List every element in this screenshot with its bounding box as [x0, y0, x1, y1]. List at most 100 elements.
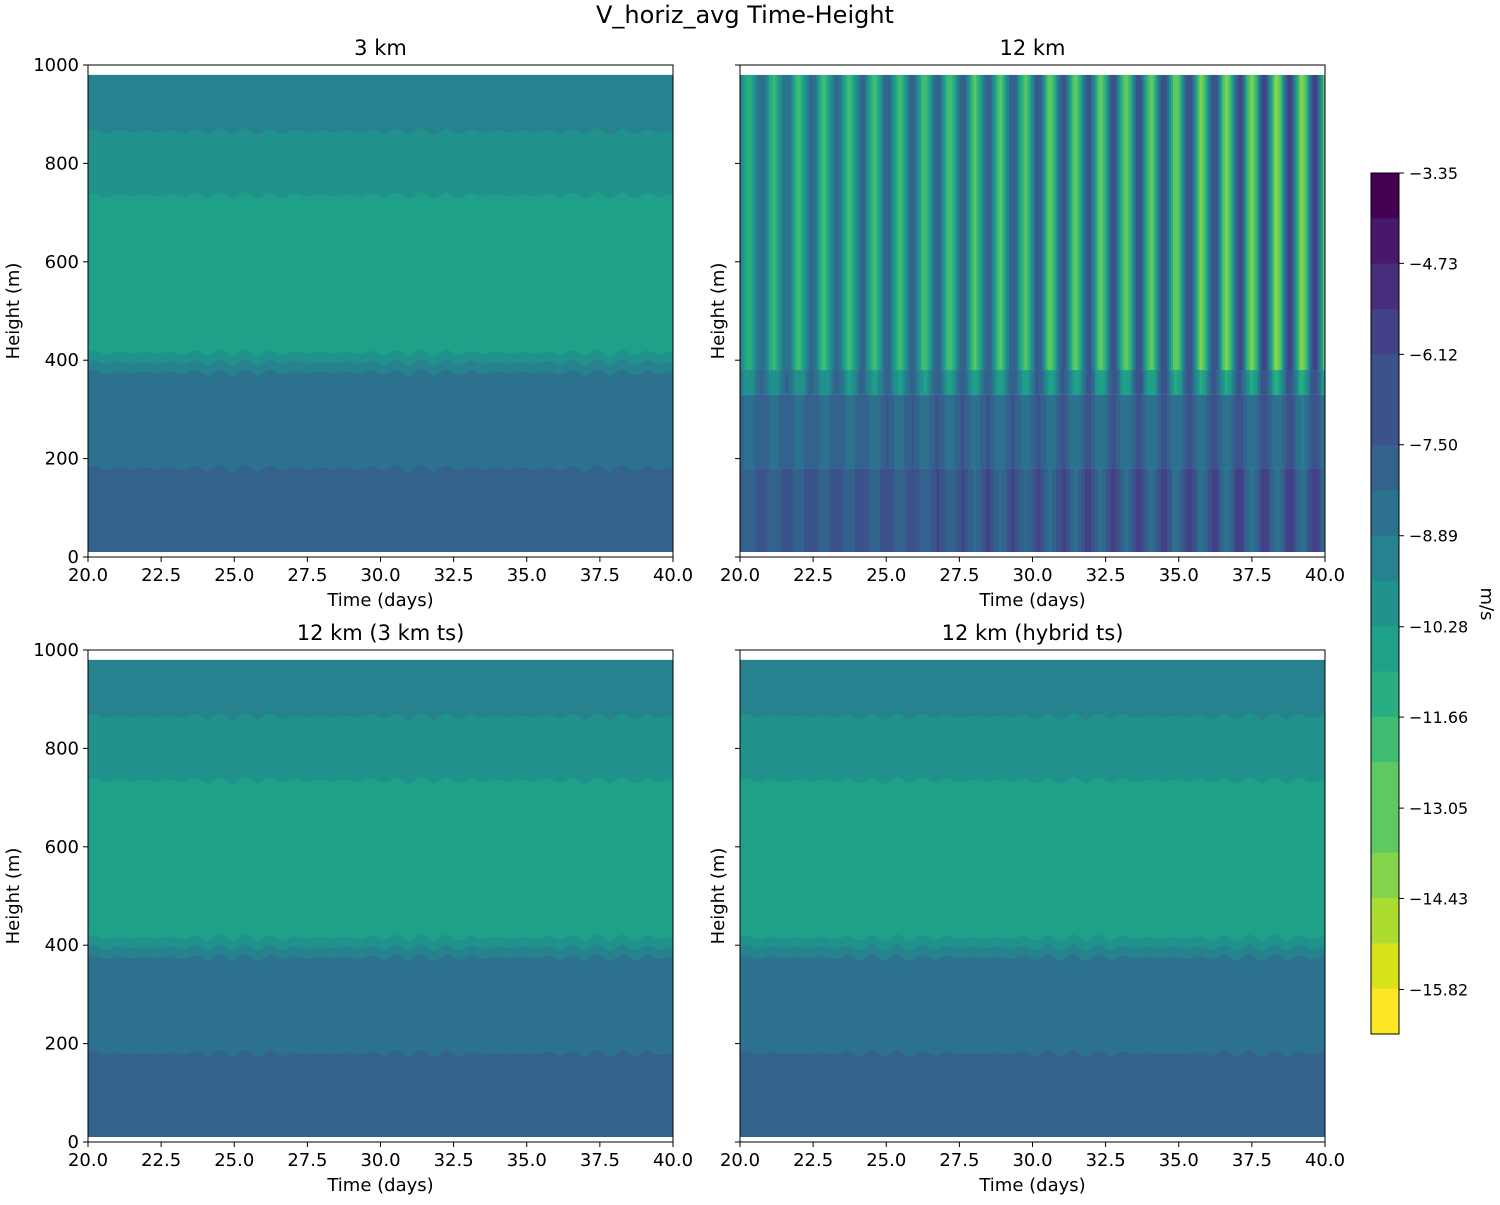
bottom-gap: [740, 552, 1325, 557]
contour-cell: [798, 370, 802, 395]
contour-cell: [1206, 394, 1209, 469]
contour-cell: [1100, 394, 1104, 469]
contour-cell: [810, 370, 813, 395]
x-tick-label: 25.0: [214, 1150, 254, 1171]
contour-field: [88, 65, 673, 557]
contour-cell: [972, 74, 975, 371]
contour-cell: [1124, 370, 1127, 395]
contour-cell: [794, 394, 798, 469]
contour-cell: [1114, 74, 1117, 371]
contour-cell: [757, 394, 761, 469]
contour-cell: [1145, 74, 1149, 371]
contour-cell: [862, 370, 866, 395]
contour-cell: [1036, 74, 1039, 371]
contour-cell: [954, 74, 958, 371]
contour-cell: [1315, 394, 1318, 469]
contour-cell: [1071, 74, 1075, 371]
contour-cell: [1217, 370, 1221, 395]
contour-cell: [1293, 74, 1297, 371]
bottom-gap: [88, 552, 673, 557]
contour-cell: [942, 394, 946, 469]
contour-cell: [1083, 370, 1086, 395]
contour-cell: [1213, 394, 1217, 469]
contour-cell: [886, 394, 889, 469]
contour-cell: [1102, 370, 1106, 395]
contour-cell: [864, 74, 868, 371]
contour-cell: [1202, 74, 1205, 371]
contour-cell: [1053, 394, 1057, 469]
contour-cell: [1141, 468, 1145, 553]
contour-cell: [1077, 468, 1080, 553]
contour-cell: [1116, 370, 1119, 395]
contour-cell: [819, 394, 823, 469]
contour-cell: [940, 394, 944, 469]
contour-cell: [740, 468, 743, 553]
contour-cell: [1153, 394, 1156, 469]
contour-cell: [1262, 394, 1266, 469]
contour-cell: [1089, 468, 1092, 553]
contour-cell: [1098, 74, 1102, 371]
contour-cell: [759, 74, 763, 371]
y-tick-label: 800: [45, 738, 79, 759]
contour-cell: [1077, 394, 1080, 469]
contour-cell: [1190, 74, 1193, 371]
contour-cell: [882, 468, 885, 553]
contour-cell: [1307, 394, 1310, 469]
contour-cell: [1098, 468, 1102, 553]
contour-cell: [1028, 468, 1032, 553]
contour-cell: [1104, 74, 1108, 371]
contour-cell: [1219, 468, 1223, 553]
contour-cell: [989, 468, 993, 553]
contour-cell: [1085, 370, 1088, 395]
contour-cell: [925, 74, 928, 371]
contour-cell: [1163, 370, 1166, 395]
contour-cell: [839, 394, 842, 469]
contour-cell: [897, 370, 901, 395]
contour-cell: [1278, 74, 1281, 371]
contour-cell: [796, 394, 800, 469]
contour-cell: [1112, 370, 1115, 395]
contour-cell: [1309, 394, 1312, 469]
contour-cell: [1305, 468, 1309, 553]
contour-cell: [790, 394, 794, 469]
contour-cell: [896, 394, 899, 469]
contour-cell: [796, 468, 800, 553]
contour-cell: [1131, 394, 1135, 469]
contour-band-1: [88, 368, 673, 472]
x-axis-label: Time (days): [326, 1175, 433, 1196]
contour-cell: [759, 468, 763, 553]
contour-cell: [806, 468, 809, 553]
contour-cell: [1141, 370, 1145, 395]
contour-cell: [779, 468, 782, 553]
contour-cell: [1014, 74, 1018, 371]
contour-cell: [1243, 370, 1246, 395]
contour-cell: [1295, 468, 1299, 553]
contour-cell: [1309, 468, 1312, 553]
contour-cell: [1297, 370, 1301, 395]
contour-band-6: [88, 70, 673, 135]
contour-cell: [1116, 394, 1119, 469]
contour-cell: [1250, 468, 1254, 553]
contour-cell: [1157, 370, 1160, 395]
contour-cell: [960, 468, 963, 553]
contour-cell: [1180, 394, 1184, 469]
contour-cell: [1180, 74, 1184, 371]
contour-cell: [985, 394, 989, 469]
contour-cell: [1073, 370, 1076, 395]
contour-cell: [1046, 370, 1049, 395]
contour-cell: [929, 468, 932, 553]
contour-cell: [1254, 394, 1258, 469]
contour-cell: [825, 394, 829, 469]
contour-cell: [1151, 394, 1154, 469]
contour-cell: [964, 74, 967, 371]
contour-cell: [1176, 74, 1180, 371]
contour-cell: [911, 74, 915, 371]
contour-cell: [845, 370, 848, 395]
contour-cell: [1178, 394, 1182, 469]
contour-cell: [1151, 468, 1154, 553]
contour-cell: [1005, 394, 1008, 469]
contour-cell: [1145, 370, 1149, 395]
contour-cell: [753, 74, 757, 371]
x-tick-label: 35.0: [507, 565, 547, 586]
contour-cell: [1059, 370, 1063, 395]
